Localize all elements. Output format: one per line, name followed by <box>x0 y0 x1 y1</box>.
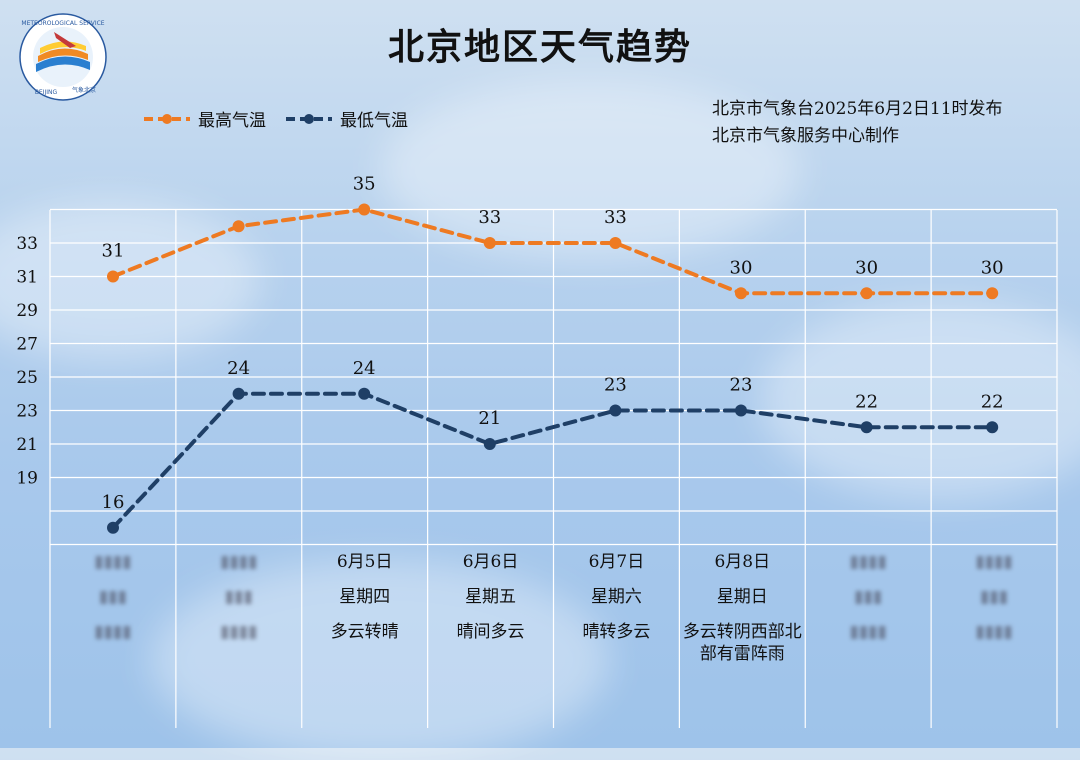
data-point-low <box>735 404 747 417</box>
day-weekday: 星期六 <box>590 587 642 607</box>
series-lines <box>111 207 995 530</box>
data-label-low: 16 <box>102 492 125 513</box>
data-point-low <box>986 421 999 434</box>
day-weather: 晴转多云 <box>582 622 651 642</box>
day-date: 6月8日 <box>714 552 771 572</box>
blurred-weather: ▮▮▮▮ <box>849 622 887 642</box>
series-line-low <box>111 391 995 530</box>
day-date: 6月6日 <box>462 552 519 572</box>
day-weekday: 星期四 <box>339 587 391 607</box>
data-point-low <box>483 438 496 450</box>
blurred-date: ▮▮▮▮ <box>975 552 1013 572</box>
y-tick-label: 29 <box>16 301 38 321</box>
data-label-low: 24 <box>227 358 250 379</box>
data-point-low <box>107 521 119 534</box>
series-points <box>107 203 999 534</box>
data-label-high: 35 <box>353 174 376 195</box>
data-point-low <box>232 387 245 400</box>
data-label-low: 23 <box>604 375 627 396</box>
data-labels: 31 35 33 33 30 30 30 16 24 24 21 23 23 22 22 <box>102 174 1004 513</box>
data-point-high <box>860 287 873 300</box>
data-label-high: 30 <box>981 257 1004 278</box>
issuer-line-1: 北京市气象台2025年6月2日11时发布 <box>712 99 1003 119</box>
data-label-low: 24 <box>353 358 376 379</box>
legend-item-high: 最高气温 <box>142 106 266 131</box>
day-column: ▮▮▮▮ ▮▮▮ ▮▮▮▮ <box>805 545 931 650</box>
data-point-low <box>358 387 371 400</box>
legend-label-low: 最低气温 <box>340 111 408 131</box>
chart-grid <box>49 208 1058 728</box>
y-tick-label: 19 <box>16 469 38 489</box>
day-date: 6月7日 <box>588 552 645 572</box>
day-weather: 多云转阴西部北部有雷阵雨 <box>682 622 802 664</box>
data-point-high <box>483 237 496 249</box>
data-point-high <box>232 220 245 233</box>
legend-swatch-high <box>144 113 190 124</box>
data-label-low: 22 <box>855 391 878 412</box>
page-title: 北京地区天气趋势 <box>387 26 692 68</box>
issuer-info: 北京市气象台2025年6月2日11时发布 北京市气象服务中心制作 <box>712 96 1003 150</box>
data-point-high <box>107 270 119 283</box>
day-weather: 多云转晴 <box>330 622 399 642</box>
blurred-date: ▮▮▮▮ <box>220 552 258 572</box>
data-label-high: 33 <box>604 207 627 228</box>
logo-text-bottom-left: BEIJING <box>35 89 58 96</box>
logo-text-top: METEOROLOGICAL SERVICE <box>21 20 104 27</box>
day-weather: 晴间多云 <box>456 622 525 642</box>
day-column: ▮▮▮▮ ▮▮▮ ▮▮▮▮ <box>931 545 1057 650</box>
y-tick-label: 27 <box>16 335 38 355</box>
cloud-decoration <box>760 300 1080 500</box>
blurred-weather: ▮▮▮▮ <box>94 622 132 642</box>
series-line-high <box>111 207 995 296</box>
data-point-low <box>609 404 622 417</box>
blurred-weather: ▮▮▮▮ <box>220 622 258 642</box>
issuer-line-2: 北京市气象服务中心制作 <box>712 126 899 146</box>
blurred-weekday: ▮▮▮ <box>224 587 253 607</box>
data-point-low <box>860 421 873 434</box>
y-tick-label: 33 <box>16 234 38 254</box>
data-point-high <box>358 203 371 216</box>
y-tick-label: 31 <box>16 268 38 288</box>
data-label-high: 30 <box>855 257 878 278</box>
blurred-date: ▮▮▮▮ <box>94 552 132 572</box>
data-label-low: 23 <box>730 375 753 396</box>
data-label-high: 33 <box>478 207 501 228</box>
data-label-low: 21 <box>478 408 501 429</box>
data-label-high: 31 <box>102 241 125 262</box>
y-tick-label: 25 <box>16 368 38 388</box>
data-label-low: 22 <box>981 391 1004 412</box>
day-column: ▮▮▮▮ ▮▮▮ ▮▮▮▮ <box>176 545 302 650</box>
legend-item-low: 最低气温 <box>284 106 408 131</box>
day-column: 6月5日星期四多云转晴 <box>302 545 428 643</box>
y-tick-label: 21 <box>16 435 38 455</box>
blurred-date: ▮▮▮▮ <box>849 552 887 572</box>
blurred-weekday: ▮▮▮ <box>980 587 1009 607</box>
blurred-weekday: ▮▮▮ <box>98 587 127 607</box>
y-tick-label: 23 <box>16 402 38 422</box>
blurred-weather: ▮▮▮▮ <box>975 622 1013 642</box>
chart-legend: 最高气温 最低气温 <box>142 106 426 131</box>
cloud-decoration <box>380 80 800 260</box>
day-column: 6月7日星期六晴转多云 <box>554 545 680 643</box>
data-point-high <box>986 287 999 300</box>
data-point-high <box>735 287 747 300</box>
meteorological-service-logo: METEOROLOGICAL SERVICE BEIJING 气象北京 <box>19 13 107 101</box>
legend-swatch-low <box>286 113 332 124</box>
day-weekday: 星期日 <box>716 587 768 607</box>
cloud-decoration <box>0 200 260 360</box>
data-label-high: 30 <box>730 257 753 278</box>
logo-text-bottom-right: 气象北京 <box>72 86 96 94</box>
day-date: 6月5日 <box>336 552 393 572</box>
day-column: 6月8日星期日多云转阴西部北部有雷阵雨 <box>679 545 805 665</box>
legend-label-high: 最高气温 <box>198 111 266 131</box>
cloud-decoration <box>150 560 610 760</box>
day-column: ▮▮▮▮ ▮▮▮ ▮▮▮▮ <box>50 545 176 650</box>
day-column: 6月6日星期五晴间多云 <box>428 545 554 643</box>
day-weekday: 星期五 <box>465 587 517 607</box>
data-point-high <box>609 237 622 249</box>
blurred-weekday: ▮▮▮ <box>854 587 883 607</box>
y-axis-ticks: 33 31 29 27 25 23 21 19 <box>16 234 38 489</box>
